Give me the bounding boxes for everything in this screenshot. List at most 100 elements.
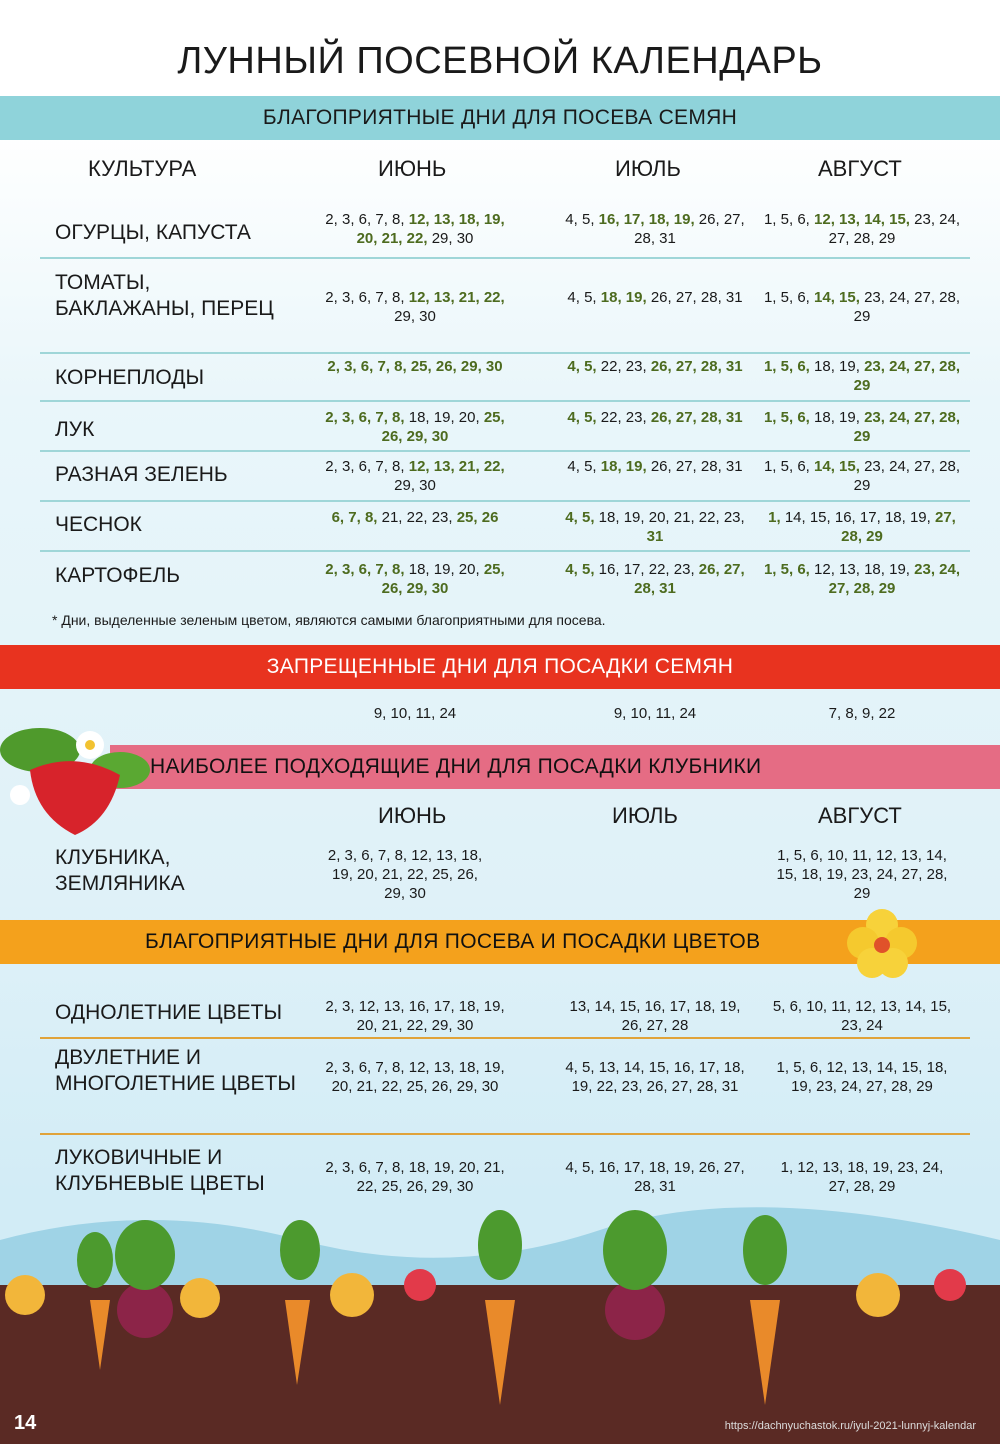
days-cell: 2, 3, 6, 7, 8, 12, 13, 21, 22, 29, 30 (315, 457, 515, 495)
favorable-day: 6, (360, 358, 378, 375)
favorable-day: 15, (889, 211, 915, 228)
favorable-day: 31 (725, 358, 743, 375)
row-divider (40, 1133, 970, 1135)
day: 22, (600, 409, 626, 426)
days-cell: 2, 3, 6, 7, 8, 12, 13, 21, 22, 29, 30 (315, 288, 515, 326)
day: 8, (392, 211, 409, 228)
day: 23, (864, 458, 890, 475)
crop-name: КОРНЕПЛОДЫ (55, 366, 205, 389)
flower-days-cell: 5, 6, 10, 11, 12, 13, 14, 15, 23, 24 (772, 998, 952, 1034)
days-cell: 4, 5, 22, 23, 26, 27, 28, 31 (555, 357, 755, 376)
forbidden-june: 9, 10, 11, 24 (373, 705, 457, 722)
day: 6, (358, 211, 376, 228)
favorable-day: 1, (763, 561, 781, 578)
forbidden-july: 9, 10, 11, 24 (613, 705, 697, 722)
strawberry-june: 2, 3, 6, 7, 8, 12, 13, 18, 19, 20, 21, 2… (327, 847, 483, 902)
day: 28, (853, 230, 879, 247)
row-divider (40, 257, 970, 259)
day: 30 (456, 230, 474, 247)
page-title: ЛУННЫЙ ПОСЕВНОЙ КАЛЕНДАРЬ (177, 40, 823, 82)
header-august: АВГУСТ (818, 156, 902, 181)
favorable-day: 21, (458, 289, 484, 306)
day: 22, (698, 509, 724, 526)
strawberry-header-july: ИЮЛЬ (612, 803, 678, 828)
day: 1, (763, 289, 781, 306)
days-cell: 4, 5, 18, 19, 26, 27, 28, 31 (555, 457, 755, 476)
favorable-day: 12, (408, 458, 434, 475)
favorable-day: 18, (648, 211, 674, 228)
day: 21, (673, 509, 699, 526)
crop-name: РАЗНАЯ ЗЕЛЕНЬ (55, 463, 228, 486)
favorable-day: 6, (797, 561, 815, 578)
favorable-day: 19, (625, 289, 651, 306)
favorable-day: 3, (341, 409, 359, 426)
favorable-day: 29 (866, 528, 883, 545)
favorable-day: 1, (763, 358, 781, 375)
day: 24, (889, 458, 915, 475)
favorable-day: 20, (356, 230, 382, 247)
favorable-day: 5, (584, 358, 601, 375)
flower-type: ОДНОЛЕТНИЕ ЦВЕТЫ (55, 1001, 283, 1024)
day: 24, (939, 211, 961, 228)
favorable-day: 12, (814, 211, 840, 228)
day: 31 (659, 230, 676, 247)
crop-name: ЛУК (55, 418, 95, 441)
day: 18, (598, 509, 624, 526)
favorable-day: 19, (483, 211, 505, 228)
day: 20, (458, 561, 484, 578)
favorable-day: 24, (889, 409, 915, 426)
day: 23, (431, 509, 457, 526)
favorable-day: 26, (650, 358, 676, 375)
day: 30 (419, 308, 436, 325)
days-cell: 2, 3, 6, 7, 8, 18, 19, 20, 25, 26, 29, 3… (315, 560, 515, 598)
day: 28, (700, 289, 726, 306)
day: 29, (394, 308, 420, 325)
favorable-day: 26 (481, 509, 499, 526)
favorable-day: 29, (460, 358, 486, 375)
row-divider (40, 500, 970, 502)
favorable-day: 30 (431, 428, 449, 445)
favorable-day: 5, (780, 409, 798, 426)
favorable-day: 21, (381, 230, 407, 247)
day: 28, (939, 458, 961, 475)
flower-days-cell: 1, 5, 6, 12, 13, 14, 15, 18, 19, 23, 24,… (776, 1059, 948, 1095)
favorable-day: 2, (327, 358, 345, 375)
days-cell: 2, 3, 6, 7, 8, 25, 26, 29, 30 (315, 357, 515, 376)
favorable-day: 31 (646, 528, 664, 545)
flower-days-cell: 13, 14, 15, 16, 17, 18, 19, 26, 27, 28 (569, 998, 741, 1034)
days-cell: 1, 5, 6, 14, 15, 23, 24, 27, 28, 29 (762, 457, 962, 495)
favorable-day: 7, (377, 358, 395, 375)
day: 12, (814, 561, 840, 578)
days-cell: 4, 5, 18, 19, 26, 27, 28, 31 (555, 288, 755, 307)
day: 26, (650, 289, 676, 306)
favorable-day: 4, (567, 409, 585, 426)
favorable-day: 6, (797, 409, 815, 426)
favorable-day: 24, (889, 358, 915, 375)
favorable-day: 23, (864, 409, 890, 426)
favorable-day: 15, (839, 458, 865, 475)
row-divider (40, 400, 970, 402)
favorable-day: 28, (939, 409, 961, 426)
day: 4, (567, 289, 585, 306)
favorable-day: 1, (768, 509, 785, 526)
strawberry-header-june: ИЮНЬ (378, 803, 447, 828)
favorable-day: 5, (780, 561, 798, 578)
favorable-day: 26, (435, 358, 461, 375)
favorable-day: 29, (406, 580, 432, 597)
day: 3, (341, 211, 359, 228)
favorable-day: 3, (341, 561, 359, 578)
day: 4, (567, 458, 585, 475)
day: 19, (433, 561, 459, 578)
strawberry-icon (0, 728, 150, 835)
days-cell: 4, 5, 16, 17, 22, 23, 26, 27, 28, 31 (555, 560, 755, 598)
favorable-day: 12, (408, 289, 434, 306)
day: 27, (675, 289, 701, 306)
favorable-day: 17, (623, 211, 649, 228)
day: 18, (408, 561, 434, 578)
day: 3, (341, 458, 359, 475)
days-cell: 1, 5, 6, 14, 15, 23, 24, 27, 28, 29 (762, 288, 962, 326)
header-july: ИЮЛЬ (615, 156, 681, 181)
favorable-day: 6, (358, 409, 376, 426)
header-culture: КУЛЬТУРА (88, 156, 197, 181)
forbidden-band: ЗАПРЕЩЕННЫЕ ДНИ ДЛЯ ПОСАДКИ СЕМЯН (0, 645, 1000, 689)
